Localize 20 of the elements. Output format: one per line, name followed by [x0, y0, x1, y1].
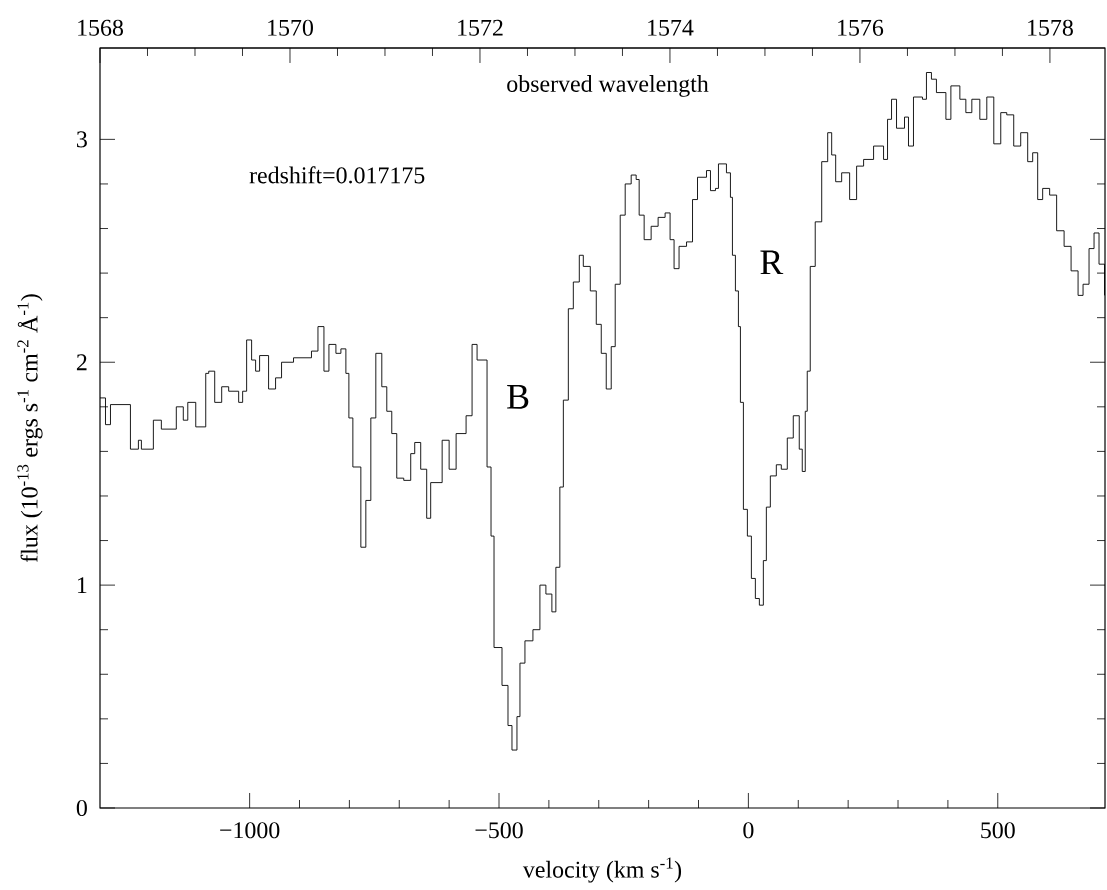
text: flux (10$^{-13}$ ergs s$^{-1}$ cm$^{-2}$ Å$^{-1}$) [17, 294, 43, 563]
x-tick-label: −1000 [220, 822, 280, 839]
annotation: B [507, 385, 529, 409]
x-axis-title: velocity (km s$^{-1}$) [522, 857, 682, 883]
x2-tick-label: 1576 [838, 19, 884, 36]
y-tick-label: 1 [77, 577, 87, 594]
x2-tick-label: 1574 [648, 19, 694, 36]
x2-tick-label: 1572 [458, 19, 503, 36]
y-tick-label: 2 [76, 354, 87, 371]
y-tick-label: 0 [76, 799, 87, 817]
x-tick-label: 0 [743, 822, 754, 839]
y-tick-label: 3 [77, 131, 87, 148]
x-tick-label: −500 [475, 822, 523, 839]
x-tick-label: 500 [981, 822, 1015, 839]
annotation: R [760, 250, 784, 275]
x2-tick-label: 1568 [78, 19, 123, 36]
x2-tick-label: 1578 [1028, 19, 1073, 36]
annotation: redshift=0.017175 [249, 166, 425, 184]
x2-axis-title: observed wavelength [507, 75, 709, 97]
x2-tick-label: 1570 [268, 19, 313, 36]
